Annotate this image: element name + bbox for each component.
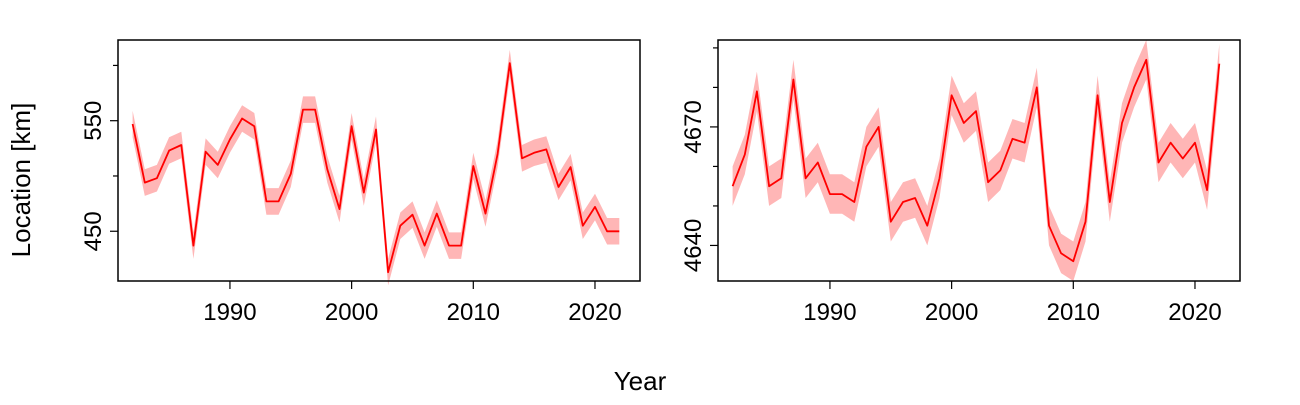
panel-left-x-tick-label: 2000 (325, 299, 378, 326)
panel-right-x-tick-label: 1990 (803, 299, 856, 326)
panel-right-x-tick-label: 2010 (1047, 299, 1100, 326)
panel-right-y-tick-label: 4670 (680, 100, 707, 153)
panel-right-confidence-band (733, 40, 1220, 281)
panel-left-series-line (133, 63, 620, 272)
x-axis-title: Year (614, 366, 667, 396)
y-axis-title: Location [km] (6, 103, 36, 258)
panel-left-confidence-band (133, 50, 620, 286)
panel-left-x-tick-label: 1990 (203, 299, 256, 326)
panel-right-x-tick-label: 2000 (925, 299, 978, 326)
panel-right-x-tick-label: 2020 (1168, 299, 1221, 326)
panel-left-y-tick-label: 550 (80, 101, 107, 141)
panel-left-x-tick-label: 2020 (568, 299, 621, 326)
panel-right-y-tick-label: 4640 (680, 219, 707, 272)
panel-left-x-tick-label: 2010 (447, 299, 500, 326)
panel-left-y-tick-label: 450 (80, 211, 107, 251)
